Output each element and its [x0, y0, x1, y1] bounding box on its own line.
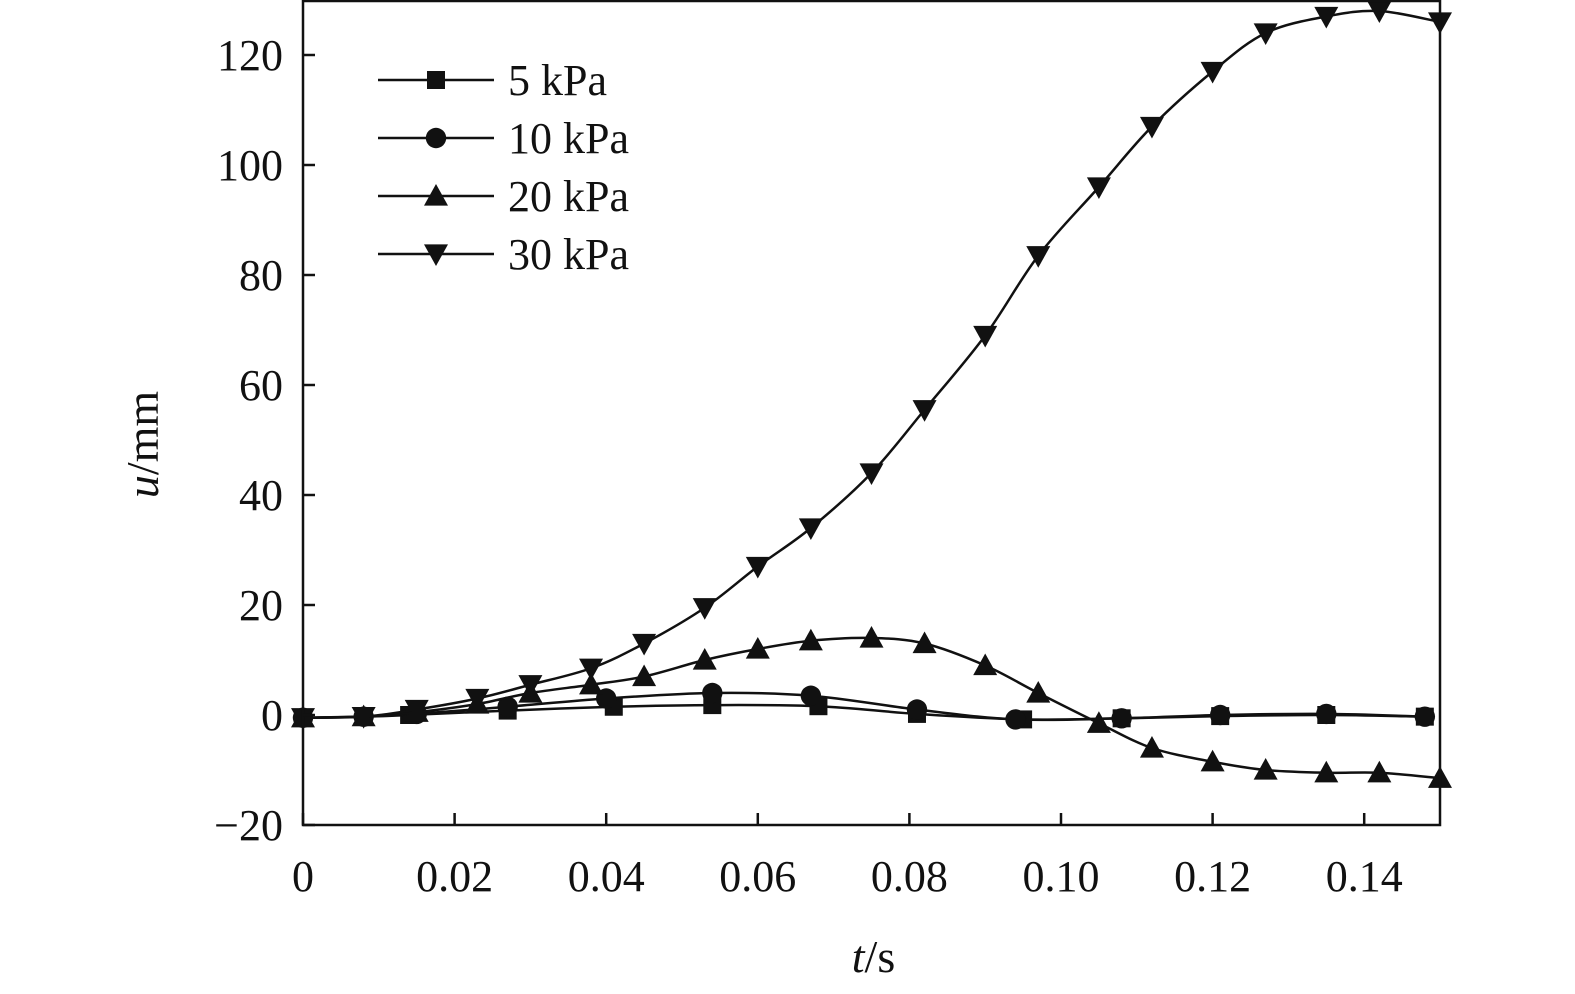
y-tick-label: 60: [239, 361, 283, 410]
y-tick-label: 80: [239, 251, 283, 300]
legend-label: 30 kPa: [508, 230, 629, 279]
data-point: [859, 463, 884, 485]
legend-marker: [427, 71, 445, 89]
x-axis-title: t/s: [852, 931, 895, 982]
legend-item: 30 kPa: [378, 230, 629, 279]
x-tick-label: 0.12: [1174, 852, 1251, 901]
series-line: [302, 9, 1441, 719]
legend-item: 5 kPa: [378, 56, 607, 105]
data-point: [973, 653, 998, 676]
data-point: [1209, 704, 1231, 726]
data-point: [1026, 681, 1051, 703]
legend-label: 5 kPa: [508, 56, 607, 105]
data-point: [1367, 760, 1392, 783]
data-point: [1200, 61, 1225, 84]
data-point: [1086, 177, 1111, 199]
series-30-kpa: [291, 1, 1452, 730]
data-point: [579, 672, 604, 695]
data-point: [1367, 1, 1392, 24]
data-point: [1026, 246, 1051, 268]
data-point: [800, 685, 822, 706]
x-tick-label: 0.08: [871, 852, 948, 901]
y-tick-label: 120: [217, 31, 283, 80]
plot-frame: [301, 0, 1442, 827]
axes: 0 0.02 0.04 0.06 0.08 0.10 0.12 0.14−2002040608…: [117, 0, 1442, 982]
data-point: [1086, 711, 1111, 733]
data-point: [912, 631, 937, 654]
y-tick-label: −20: [214, 801, 283, 850]
legend-label: 10 kPa: [508, 114, 629, 163]
data-point: [692, 648, 717, 670]
y-tick-label: 20: [239, 581, 283, 630]
x-tick-label: 0.02: [416, 852, 493, 901]
data-point: [1111, 708, 1132, 729]
y-tick-label: 40: [239, 471, 283, 520]
data-point: [798, 628, 823, 651]
series-20-kpa: [291, 626, 1452, 788]
data-point: [579, 658, 604, 681]
legend-label: 20 kPa: [508, 172, 629, 221]
x-tick-label: 0.06: [719, 852, 796, 901]
x-axis-variable: t: [852, 931, 866, 982]
data-point: [1139, 736, 1164, 758]
y-axis-title: u/mm: [117, 391, 168, 499]
data-point: [632, 633, 657, 656]
data-point: [1253, 758, 1278, 780]
data-point: [518, 675, 543, 697]
y-tick-label: 0: [261, 691, 283, 740]
x-axis-unit: /s: [865, 931, 896, 982]
legend-marker: [424, 244, 448, 266]
data-point: [702, 682, 723, 704]
data-point: [906, 699, 928, 720]
data-point: [465, 688, 490, 711]
data-point: [1253, 23, 1278, 45]
data-point: [1200, 749, 1225, 772]
data-point: [404, 699, 429, 722]
data-point: [973, 325, 998, 348]
data-point: [1314, 6, 1339, 29]
x-tick-label: 0.10: [1023, 852, 1100, 901]
data-point: [1005, 709, 1026, 730]
data-point: [692, 598, 717, 620]
legend-marker: [424, 184, 448, 206]
data-point: [745, 556, 770, 579]
data-point: [1139, 116, 1164, 139]
data-point: [351, 707, 376, 729]
plot-area: [291, 1, 1452, 788]
data-point: [1314, 760, 1339, 783]
y-axis-unit: /mm: [117, 391, 168, 476]
data-point: [798, 518, 823, 540]
legend-item: 10 kPa: [378, 114, 629, 163]
x-tick-label: 0.04: [568, 852, 645, 901]
data-point: [745, 637, 770, 659]
data-point: [1414, 706, 1436, 727]
x-tick-label: 0.14: [1326, 852, 1403, 901]
legend-item: 20 kPa: [378, 172, 629, 221]
data-point: [1316, 703, 1337, 725]
y-tick-label: 100: [217, 141, 283, 190]
data-point: [632, 664, 657, 687]
x-tick-label: 0: [292, 852, 314, 901]
data-point: [912, 400, 937, 422]
data-point: [859, 626, 884, 648]
data-point: [497, 696, 518, 717]
y-axis-variable: u: [117, 475, 168, 498]
legend: 5 kPa 10 kPa 20 kPa 30 kPa: [378, 56, 629, 279]
legend-marker: [425, 127, 447, 149]
